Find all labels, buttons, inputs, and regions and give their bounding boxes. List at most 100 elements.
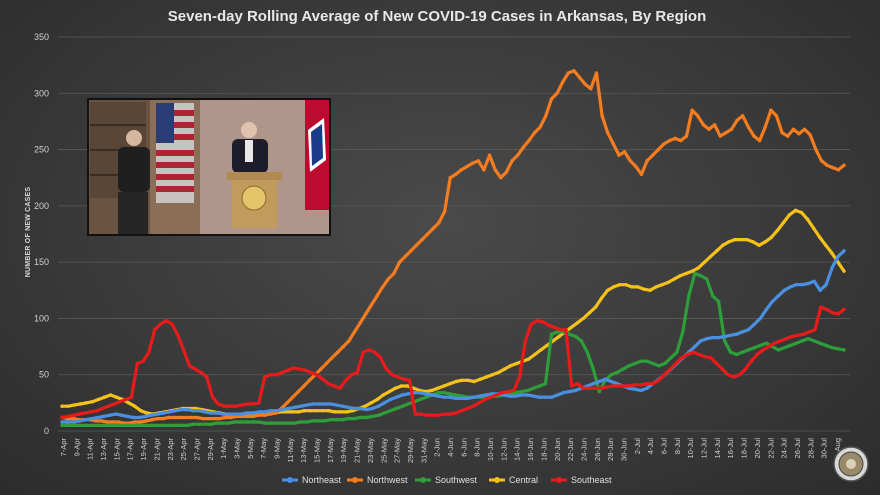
data-point (303, 368, 307, 372)
data-point (328, 402, 333, 406)
state-seal-icon (833, 446, 869, 482)
data-point (484, 375, 489, 379)
data-point (216, 402, 221, 406)
data-point (314, 409, 319, 413)
data-point (466, 378, 470, 383)
data-point (465, 164, 469, 169)
data-point (281, 407, 285, 412)
legend-item-southeast: Southeast (551, 475, 612, 485)
data-point (519, 393, 524, 397)
data-point (340, 404, 345, 408)
us-flag (156, 103, 194, 203)
data-point (71, 416, 75, 421)
data-point (716, 299, 721, 304)
data-point (454, 379, 458, 384)
x-tick-label: 8-Jun (473, 438, 482, 457)
legend-label: Northeast (302, 475, 342, 485)
x-tick-label: 11-May (286, 438, 295, 463)
y-tick-label: 150 (34, 257, 49, 267)
data-point (499, 176, 503, 180)
data-point (746, 327, 751, 332)
data-point (333, 410, 337, 414)
data-point (125, 423, 130, 428)
data-point (678, 273, 683, 278)
data-point (431, 413, 435, 417)
data-point (795, 333, 800, 338)
data-point (436, 391, 440, 395)
x-tick-label: 17-Apr (126, 438, 135, 461)
data-point (110, 420, 115, 424)
data-point (161, 416, 165, 421)
data-point (741, 114, 745, 118)
data-point (567, 389, 572, 394)
series-central (60, 208, 846, 417)
data-point (788, 285, 792, 289)
data-point (493, 168, 497, 172)
data-point (363, 404, 367, 408)
data-point (384, 367, 389, 371)
data-point (161, 423, 166, 428)
data-point (726, 373, 730, 377)
x-tick-label: 12-Jul (700, 438, 709, 459)
data-point (167, 410, 172, 414)
data-point (627, 384, 632, 388)
data-point (320, 377, 325, 381)
data-point (119, 413, 124, 417)
data-point (191, 409, 196, 413)
data-point (364, 407, 369, 412)
data-point (380, 285, 385, 289)
data-point (99, 419, 104, 423)
data-point (90, 423, 94, 428)
y-tick-label: 350 (34, 32, 49, 42)
data-point (630, 285, 634, 289)
x-tick-label: 26-Jul (793, 438, 802, 459)
data-point (752, 134, 756, 138)
data-point (257, 420, 261, 424)
data-point (472, 395, 476, 399)
data-point (633, 361, 637, 366)
legend-item-northwest: Northwest (347, 475, 408, 485)
data-point (685, 352, 690, 357)
data-point (367, 348, 371, 352)
data-point (459, 168, 464, 172)
data-point (732, 375, 736, 379)
data-point (286, 368, 290, 372)
x-tick-label: 23-May (366, 438, 375, 463)
data-point (102, 423, 106, 428)
data-point (262, 413, 267, 417)
data-point (403, 254, 407, 259)
data-point (510, 159, 514, 163)
data-point (245, 411, 249, 415)
x-tick-label: 25-Apr (179, 438, 188, 461)
data-point (780, 130, 784, 135)
data-point (740, 330, 745, 334)
data-point (739, 237, 743, 242)
legend-marker (420, 477, 426, 483)
data-point (793, 208, 798, 213)
data-point (369, 303, 374, 307)
data-point (222, 404, 226, 408)
x-tick-label: 16-Jun (526, 438, 535, 461)
data-point (533, 352, 537, 357)
data-point (419, 412, 423, 416)
data-point (448, 395, 452, 399)
data-point (557, 334, 561, 339)
y-axis-ticks: 0 50 100 150 200 250 300 350 (34, 32, 49, 436)
data-point (790, 334, 794, 339)
series-northeast (60, 249, 846, 424)
data-point (705, 336, 709, 341)
data-point (805, 217, 810, 222)
data-point (627, 364, 631, 368)
data-point (375, 294, 379, 298)
data-point (197, 409, 201, 413)
data-point (454, 411, 458, 415)
x-tick-label: 22-Jun (566, 438, 575, 461)
data-point (239, 420, 243, 424)
data-point (373, 350, 377, 354)
data-point (812, 279, 816, 283)
data-point (781, 221, 786, 225)
data-point (693, 271, 697, 276)
data-point (143, 414, 148, 419)
data-point (442, 391, 446, 395)
data-point (161, 411, 166, 415)
